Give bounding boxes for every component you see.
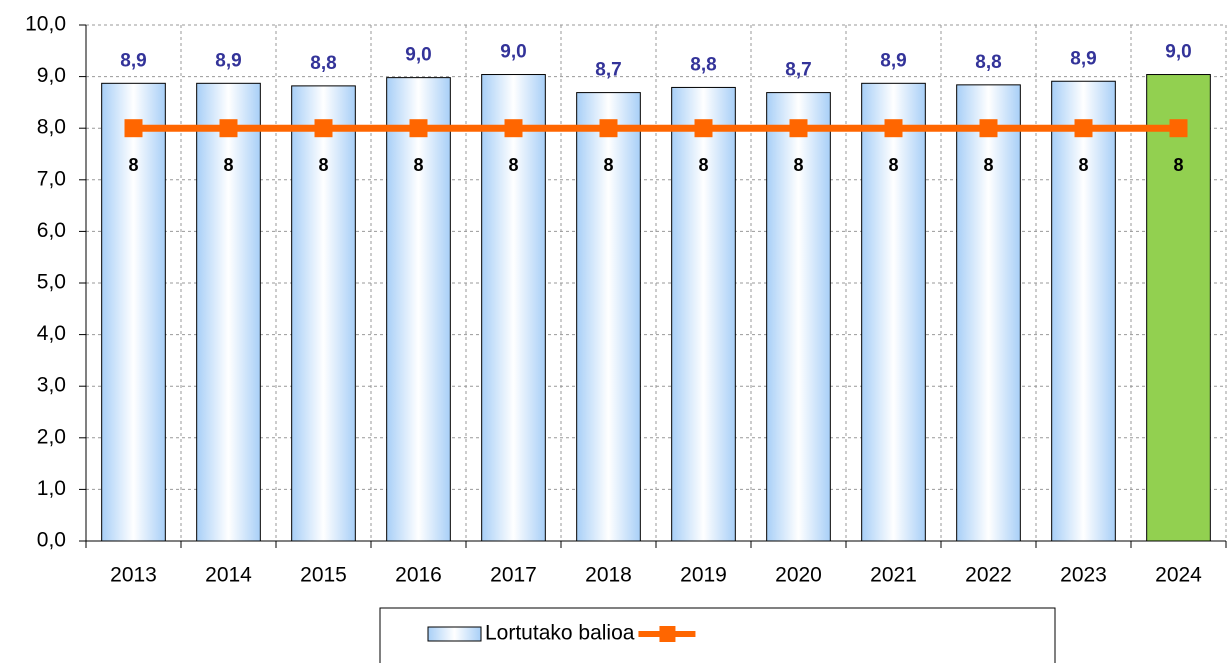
line-marker xyxy=(314,119,333,138)
bar-label: 8,9 xyxy=(1070,48,1096,69)
line-marker xyxy=(1169,119,1188,138)
line-marker xyxy=(694,119,713,138)
line-marker xyxy=(789,119,808,138)
legend-swatch xyxy=(427,626,482,642)
bar xyxy=(1146,74,1211,542)
x-tick-label: 2013 xyxy=(110,564,157,587)
bar-label: 8,8 xyxy=(310,53,336,74)
line-label: 8 xyxy=(508,155,518,175)
line-marker xyxy=(979,119,998,138)
line-label: 8 xyxy=(793,155,803,175)
line-marker xyxy=(219,119,238,138)
x-tick-label: 2017 xyxy=(490,564,537,587)
bar-label: 8,7 xyxy=(785,60,811,81)
line-label: 8 xyxy=(698,155,708,175)
line-label: 8 xyxy=(1173,155,1183,175)
x-tick-label: 2022 xyxy=(965,564,1012,587)
bar xyxy=(861,82,926,542)
bar xyxy=(766,92,831,542)
bar-label: 9,0 xyxy=(500,42,526,63)
y-tick-label: 6,0 xyxy=(37,219,66,242)
x-tick-label: 2019 xyxy=(680,564,727,587)
bar xyxy=(101,82,166,542)
bar-label: 9,0 xyxy=(405,45,431,66)
y-tick-label: 2,0 xyxy=(37,425,66,448)
bar-label: 8,7 xyxy=(595,60,621,81)
line-label: 8 xyxy=(223,155,233,175)
x-tick-label: 2016 xyxy=(395,564,442,587)
line-marker xyxy=(504,119,523,138)
line-marker xyxy=(884,119,903,138)
bar xyxy=(386,77,451,542)
line-label: 8 xyxy=(983,155,993,175)
line-label: 8 xyxy=(888,155,898,175)
y-tick-label: 9,0 xyxy=(37,64,66,87)
y-tick-label: 3,0 xyxy=(37,374,66,397)
y-tick-label: 7,0 xyxy=(37,167,66,190)
y-tick-label: 8,0 xyxy=(37,116,66,139)
bar xyxy=(1051,80,1116,542)
bar xyxy=(956,84,1021,542)
legend-marker xyxy=(659,626,676,642)
line-label: 8 xyxy=(128,155,138,175)
bar-label: 8,9 xyxy=(215,50,241,71)
bar xyxy=(671,86,736,542)
bar-label: 9,0 xyxy=(1165,42,1191,63)
x-tick-label: 2021 xyxy=(870,564,917,587)
bar xyxy=(196,82,261,542)
bar-label: 8,9 xyxy=(880,50,906,71)
line-label: 8 xyxy=(1078,155,1088,175)
bar-label: 8,9 xyxy=(120,50,146,71)
line-marker xyxy=(124,119,143,138)
line-label: 8 xyxy=(603,155,613,175)
y-tick-label: 4,0 xyxy=(37,322,66,345)
y-tick-label: 0,0 xyxy=(37,529,66,552)
line-marker xyxy=(1074,119,1093,138)
x-tick-label: 2014 xyxy=(205,564,252,587)
y-tick-label: 5,0 xyxy=(37,271,66,294)
line-label: 8 xyxy=(413,155,423,175)
legend-label: Lortutako balioa xyxy=(485,622,635,645)
y-tick-label: 1,0 xyxy=(37,477,66,500)
bar xyxy=(576,92,641,542)
x-tick-label: 2015 xyxy=(300,564,347,587)
bar xyxy=(481,74,546,542)
line-marker xyxy=(409,119,428,138)
x-tick-label: 2024 xyxy=(1155,564,1202,587)
legend-box xyxy=(379,607,1056,663)
y-tick-label: 10,0 xyxy=(25,13,66,36)
x-tick-label: 2023 xyxy=(1060,564,1107,587)
bar-label: 8,8 xyxy=(975,52,1001,73)
x-tick-label: 2018 xyxy=(585,564,632,587)
line-label: 8 xyxy=(318,155,328,175)
bar-label: 8,8 xyxy=(690,54,716,75)
x-tick-label: 2020 xyxy=(775,564,822,587)
line-marker xyxy=(599,119,618,138)
